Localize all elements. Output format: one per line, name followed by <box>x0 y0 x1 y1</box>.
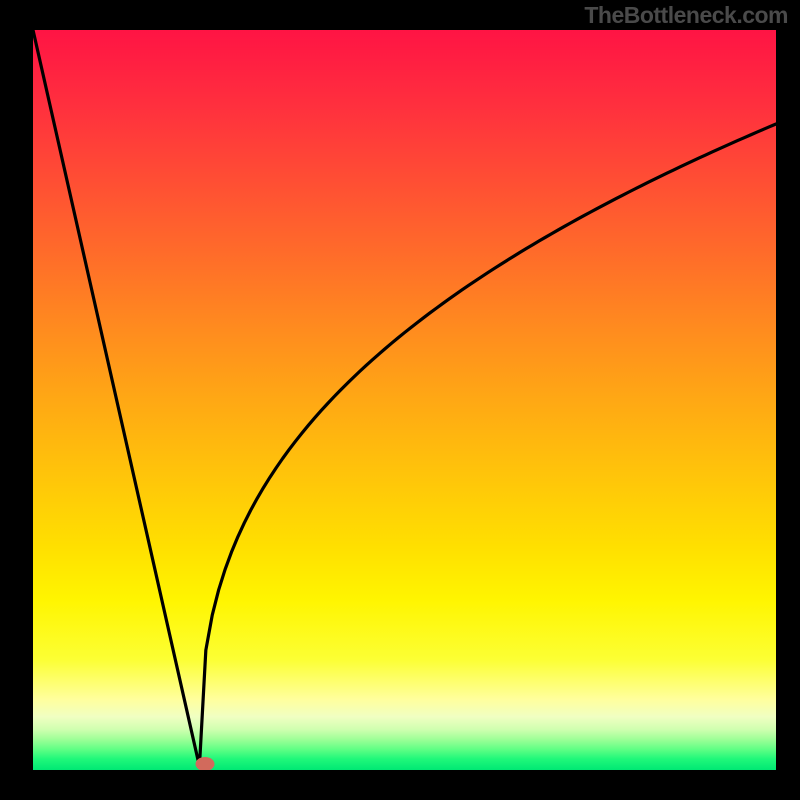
attribution-text: TheBottleneck.com <box>584 2 788 29</box>
plot-area <box>33 30 776 770</box>
optimum-marker <box>196 757 215 770</box>
chart-container: TheBottleneck.com <box>0 0 800 800</box>
plot-frame <box>33 30 776 770</box>
bottleneck-curve <box>33 30 776 770</box>
